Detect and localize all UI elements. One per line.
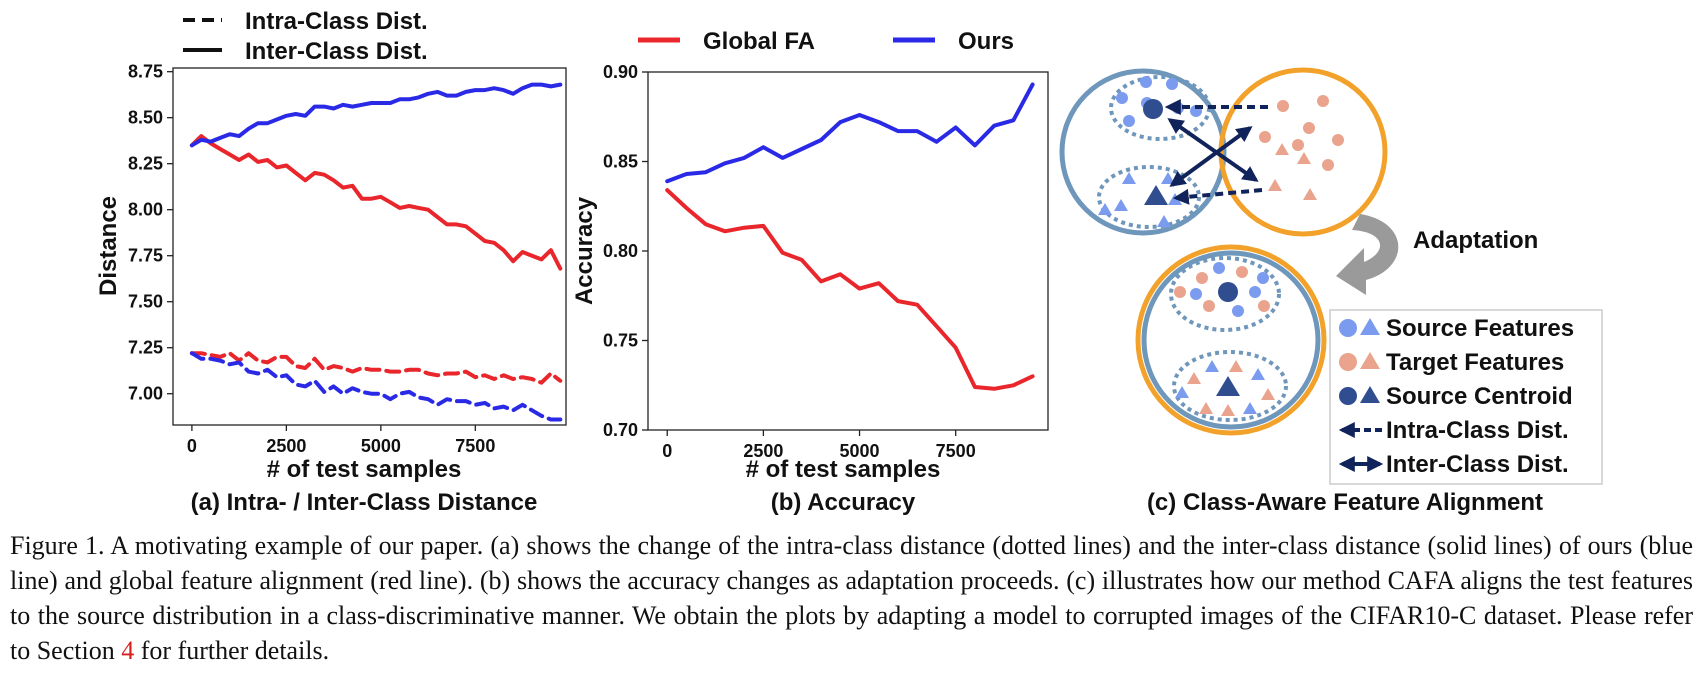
distance-arrows — [1164, 99, 1268, 205]
plot-frame-b — [647, 71, 1049, 431]
ticks-a: 0 2500 5000 7500 7.00 7.25 7.50 7.75 8.00 8.25 8.5… — [128, 62, 495, 456]
inter-arrow-2 — [1169, 126, 1253, 187]
x-tick-label: 0 — [187, 436, 197, 456]
source-centroid-class1 — [1143, 99, 1163, 119]
target-features — [1259, 95, 1344, 200]
source-centroid-class2 — [1144, 185, 1168, 205]
section-reference-link[interactable]: 4 — [121, 636, 135, 665]
legend-a-inter-label: Inter-Class Dist. — [245, 38, 428, 65]
series-line-2 — [189, 351, 563, 385]
xlabel-b: # of test samples — [746, 456, 941, 483]
adaptation-arrow-icon — [1336, 214, 1399, 295]
series-a — [189, 82, 563, 422]
xlabel-a: # of test samples — [267, 456, 462, 483]
y-tick-label: 8.25 — [128, 154, 163, 174]
x-tick-label: 2500 — [743, 441, 783, 461]
x-tick-label: 7500 — [455, 436, 495, 456]
title-b: (b) Accuracy — [771, 489, 916, 516]
y-tick-label: 0.85 — [603, 152, 638, 172]
aligned-class1-cluster — [1169, 256, 1281, 332]
aligned-target-ring — [1135, 244, 1327, 436]
caption-text: Figure 1. A motivating example of our pa… — [10, 531, 1693, 665]
aligned-class2-features — [1175, 360, 1275, 416]
legend-source-triangle-icon — [1360, 318, 1380, 335]
legend-a: Intra-Class Dist. Inter-Class Dist. — [183, 8, 428, 65]
series-line-1 — [189, 82, 563, 148]
legend-b-globalfa-label: Global FA — [703, 28, 815, 55]
series-b — [665, 82, 1035, 391]
ylabel-a: Distance — [95, 196, 122, 296]
legend-target-circle-icon — [1339, 353, 1357, 371]
panel-b-accuracy-chart: Global FA Ours 0 2500 5000 7500 0.70 0.75 0.80… — [571, 28, 1049, 516]
legend-source-circle-icon — [1339, 319, 1357, 337]
aligned-class2-cluster — [1172, 350, 1288, 422]
y-tick-label: 8.50 — [128, 108, 163, 128]
ticks-b: 0 2500 5000 7500 0.70 0.75 0.80 0.85 0.90 — [603, 62, 976, 461]
y-tick-label: 8.75 — [128, 62, 163, 82]
legend-centroid-triangle-icon — [1360, 386, 1380, 403]
legend-b-ours-label: Ours — [958, 28, 1014, 55]
panel-c-alignment-diagram: Adaptation Source Features Target Featur… — [1059, 67, 1603, 516]
title-c: (c) Class-Aware Feature Alignment — [1147, 489, 1543, 516]
inter-arrow-1 — [1167, 118, 1259, 182]
legend-target-label: Target Features — [1386, 349, 1564, 376]
x-tick-label: 5000 — [361, 436, 401, 456]
aligned-centroid-class2 — [1216, 376, 1240, 396]
source-distribution-ring — [1059, 68, 1227, 236]
legend-a-intra-label: Intra-Class Dist. — [245, 8, 428, 35]
legend-target-triangle-icon — [1360, 352, 1380, 369]
figure-caption: Figure 1. A motivating example of our pa… — [10, 528, 1693, 668]
x-tick-label: 5000 — [840, 441, 880, 461]
y-tick-label: 0.90 — [603, 62, 638, 82]
target-distribution-ring — [1218, 67, 1388, 237]
y-tick-label: 7.50 — [128, 292, 163, 312]
series-line-1 — [665, 82, 1035, 184]
legend-inter-label: Inter-Class Dist. — [1386, 451, 1569, 478]
legend-centroid-label: Source Centroid — [1386, 383, 1573, 410]
intra-arrow-class2 — [1172, 188, 1263, 205]
y-tick-label: 8.00 — [128, 200, 163, 220]
ylabel-b: Accuracy — [571, 196, 598, 305]
source-features-class2 — [1098, 172, 1182, 227]
y-tick-label: 7.00 — [128, 384, 163, 404]
x-tick-label: 2500 — [266, 436, 306, 456]
series-line-3 — [189, 351, 563, 422]
figure-1: Intra-Class Dist. Inter-Class Dist. 0 250… — [95, 8, 1603, 516]
legend-centroid-circle-icon — [1339, 387, 1357, 405]
y-tick-label: 0.70 — [603, 420, 638, 440]
aligned-centroid-class1 — [1218, 282, 1238, 302]
panel-a-distance-chart: Intra-Class Dist. Inter-Class Dist. 0 250… — [95, 8, 567, 516]
legend-source-label: Source Features — [1386, 315, 1574, 342]
y-tick-label: 0.75 — [603, 331, 638, 351]
caption-text-end: for further details. — [134, 636, 330, 665]
x-tick-label: 7500 — [936, 441, 976, 461]
y-tick-label: 0.80 — [603, 241, 638, 261]
plot-frame-a — [172, 67, 567, 426]
series-line-0 — [665, 188, 1035, 391]
title-a: (a) Intra- / Inter-Class Distance — [191, 489, 538, 516]
aligned-source-ring — [1141, 250, 1321, 430]
adaptation-label: Adaptation — [1413, 227, 1538, 254]
source-class2-cluster — [1097, 165, 1201, 229]
legend-intra-label: Intra-Class Dist. — [1386, 417, 1569, 444]
y-tick-label: 7.75 — [128, 246, 163, 266]
aligned-class1-features — [1174, 262, 1270, 317]
series-line-0 — [189, 134, 563, 271]
legend-c: Source Features Target Features Source C… — [1329, 309, 1603, 485]
y-tick-label: 7.25 — [128, 338, 163, 358]
x-tick-label: 0 — [662, 441, 672, 461]
legend-b: Global FA Ours — [638, 28, 1014, 55]
